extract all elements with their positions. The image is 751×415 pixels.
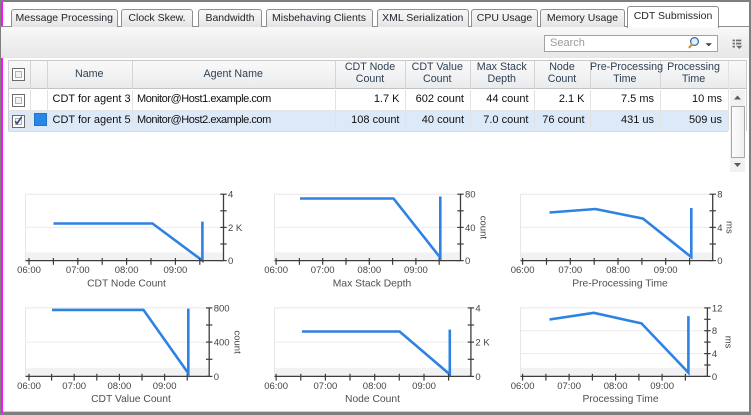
svg-text:12: 12 [712,303,723,314]
svg-text:08:00: 08:00 [357,265,381,276]
svg-text:0: 0 [712,372,717,383]
svg-text:07:00: 07:00 [314,381,338,392]
svg-text:06:00: 06:00 [264,265,288,276]
svg-text:0: 0 [475,372,480,383]
svg-text:ms: ms [724,221,735,234]
svg-text:80: 80 [465,190,476,201]
svg-text:0: 0 [717,256,722,267]
svg-text:2 K: 2 K [475,338,490,349]
svg-text:4: 4 [712,349,717,360]
svg-text:09:00: 09:00 [164,265,188,276]
svg-text:06:00: 06:00 [511,381,535,392]
svg-text:Max Stack Depth: Max Stack Depth [333,278,412,289]
svg-text:Pre-Processing Time: Pre-Processing Time [572,278,668,289]
svg-text:09:00: 09:00 [153,381,177,392]
svg-text:8: 8 [717,190,722,201]
svg-text:07:00: 07:00 [311,265,335,276]
svg-text:8: 8 [712,326,717,337]
svg-text:ms: ms [723,336,734,349]
svg-text:06:00: 06:00 [17,381,41,392]
svg-text:09:00: 09:00 [650,381,674,392]
svg-text:4: 4 [228,190,233,201]
svg-text:0: 0 [214,372,219,383]
svg-text:07:00: 07:00 [66,265,90,276]
svg-text:0: 0 [465,256,470,267]
svg-text:CDT Node Count: CDT Node Count [87,278,166,289]
svg-text:09:00: 09:00 [654,265,678,276]
svg-text:count: count [232,330,243,354]
svg-text:09:00: 09:00 [404,265,428,276]
svg-text:CDT Value Count: CDT Value Count [91,394,171,405]
svg-text:08:00: 08:00 [604,381,628,392]
svg-text:09:00: 09:00 [412,381,436,392]
svg-text:Processing Time: Processing Time [582,394,658,405]
svg-text:06:00: 06:00 [511,265,535,276]
svg-text:count: count [477,216,488,240]
svg-text:07:00: 07:00 [62,381,86,392]
svg-text:4: 4 [717,223,722,234]
svg-text:2 K: 2 K [228,223,243,234]
svg-text:08:00: 08:00 [363,381,387,392]
svg-text:06:00: 06:00 [17,265,41,276]
svg-text:06:00: 06:00 [264,381,288,392]
svg-text:0: 0 [228,256,233,267]
svg-text:07:00: 07:00 [557,381,581,392]
svg-text:4: 4 [475,303,480,314]
svg-text:08:00: 08:00 [108,381,132,392]
svg-text:400: 400 [214,338,230,349]
svg-text:800: 800 [214,303,230,314]
svg-text:08:00: 08:00 [606,265,630,276]
svg-text:08:00: 08:00 [115,265,139,276]
svg-text:07:00: 07:00 [558,265,582,276]
svg-text:Node Count: Node Count [345,394,400,405]
svg-text:40: 40 [465,223,476,234]
